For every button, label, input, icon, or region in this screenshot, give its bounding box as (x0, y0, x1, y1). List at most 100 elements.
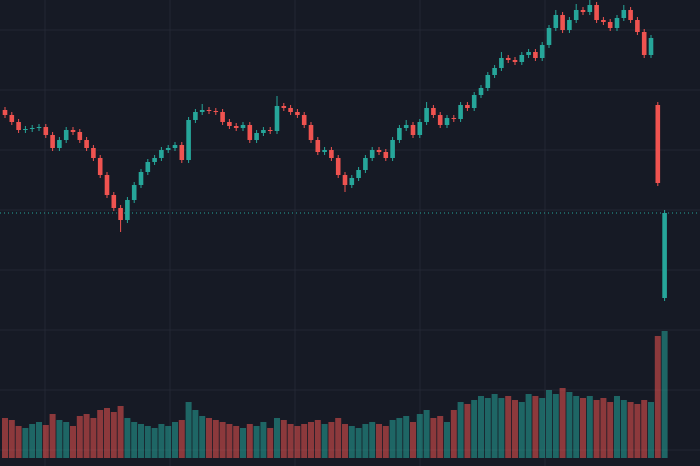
candle-body (29, 128, 35, 129)
candle-body (247, 125, 253, 140)
volume-bar (165, 426, 172, 458)
candle-body (587, 5, 593, 12)
volume-bar (648, 402, 654, 458)
volume-bar (342, 424, 348, 458)
candle-body (281, 106, 287, 108)
volume-bar (226, 424, 233, 458)
candle-body (179, 145, 185, 160)
volume-bar (573, 396, 580, 458)
candle-body (444, 118, 450, 125)
volume-bar (287, 424, 294, 458)
candle-body (526, 52, 531, 55)
candle-body (614, 18, 620, 28)
candle-body (301, 115, 307, 125)
volume-bar (22, 428, 29, 458)
volume-bar (566, 392, 573, 458)
candle-body (227, 122, 232, 126)
candle-body (369, 150, 375, 158)
volume-bar (90, 418, 97, 458)
volume-bar (274, 418, 280, 458)
candle-body (437, 115, 443, 125)
volume-bar (593, 400, 600, 458)
volume-bar (389, 420, 396, 458)
volume-bar (301, 424, 308, 458)
volume-bar (580, 398, 586, 458)
candle-body (220, 112, 225, 122)
volume-bar (70, 426, 76, 458)
candle-body (152, 158, 157, 162)
candle-body (465, 105, 470, 108)
candle-body (533, 52, 538, 58)
volume-bar (355, 428, 362, 458)
candle-body (23, 129, 28, 130)
candle-body (539, 45, 545, 58)
volume-bar (185, 402, 192, 458)
volume-bar (8, 420, 15, 458)
volume-bar (518, 402, 525, 458)
candle-body (84, 140, 89, 148)
volume-bar (654, 336, 661, 458)
volume-bar (49, 414, 56, 458)
volume-bar (559, 388, 566, 458)
volume-bar (457, 402, 464, 458)
candle-body (383, 152, 389, 158)
volume-bar (212, 420, 219, 458)
volume-bar (484, 398, 491, 458)
candle-body (641, 32, 647, 55)
volume-bar (42, 425, 49, 458)
candle-body (553, 15, 559, 28)
candle-body (390, 140, 395, 158)
candle-body (145, 162, 151, 172)
candle-body (471, 95, 477, 108)
candle-body (322, 150, 327, 152)
volume-bar (192, 410, 199, 458)
volume-bar (260, 422, 267, 458)
volume-bar (416, 414, 423, 458)
candle-body (274, 106, 280, 131)
candle-body (580, 10, 586, 12)
candle-body (410, 125, 416, 135)
volume-bar (410, 422, 416, 458)
volume-bar (478, 396, 484, 458)
candle-body (43, 127, 49, 135)
volume-bar (36, 422, 42, 458)
volume-bar (253, 426, 260, 458)
volume-bar (532, 396, 539, 458)
volume-bar (450, 410, 457, 458)
candle-body (295, 112, 300, 115)
candle-body (193, 112, 198, 120)
candle-body (50, 135, 55, 148)
candle-body (240, 125, 246, 128)
candle-body (308, 125, 314, 140)
volume-bar (83, 414, 90, 458)
volume-bar (206, 418, 212, 458)
candle-body (573, 10, 579, 20)
candle-body (91, 148, 96, 158)
candle-body (254, 133, 259, 140)
candle-body (648, 38, 654, 55)
volume-bar (219, 422, 226, 458)
volume-bar (124, 418, 131, 458)
candle-body (57, 140, 62, 148)
volume-bar (471, 400, 478, 458)
volume-bar (491, 394, 498, 458)
candle-body (512, 60, 518, 62)
candle-body (77, 132, 83, 140)
volume-bar (335, 418, 342, 458)
volume-bar (131, 422, 138, 458)
volume-bar (110, 412, 117, 458)
candle-body (376, 150, 382, 152)
candle-body (397, 128, 402, 140)
volume-bar (376, 424, 382, 458)
candle-body (478, 88, 484, 95)
candle-body (131, 185, 137, 200)
candle-body (165, 148, 171, 150)
candle-body (172, 145, 178, 148)
candle-body (621, 10, 627, 18)
volume-bar (525, 394, 532, 458)
volume-bar (607, 402, 614, 458)
volume-bar (641, 400, 648, 458)
candle-body (213, 111, 219, 112)
candle-body (546, 28, 552, 45)
